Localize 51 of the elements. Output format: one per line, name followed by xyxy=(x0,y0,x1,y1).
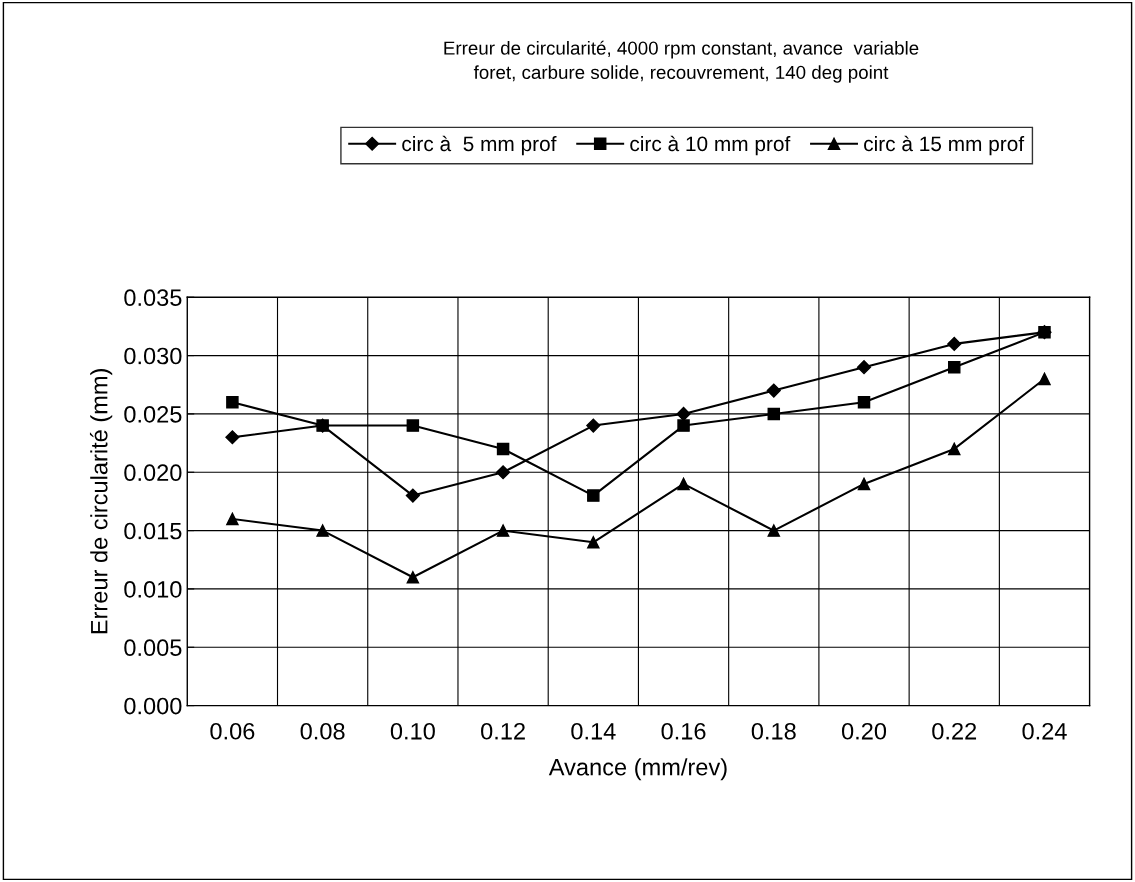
point xyxy=(856,360,872,375)
x-tick-label: 0.10 xyxy=(390,722,435,740)
point xyxy=(948,442,961,456)
y-tick-label: 0.000 xyxy=(124,697,182,715)
legend-label: circ à 5 mm prof xyxy=(402,135,557,156)
point xyxy=(226,512,239,526)
y-axis-title: Erreur de circularité (mm) xyxy=(89,369,113,634)
point xyxy=(225,430,240,445)
x-tick-label: 0.12 xyxy=(481,722,525,740)
point xyxy=(316,419,329,432)
point xyxy=(226,395,239,409)
point xyxy=(586,418,601,433)
y-tick-label: 0.015 xyxy=(124,522,182,540)
x-tick-label: 0.18 xyxy=(751,722,796,740)
point xyxy=(677,419,690,432)
point xyxy=(316,524,329,537)
point xyxy=(587,536,600,549)
y-tick-label: 0.010 xyxy=(124,580,182,598)
point xyxy=(677,477,690,491)
point xyxy=(587,489,600,502)
point xyxy=(405,488,420,503)
chart-title: Erreur de circularité, 4000 rpm constant, avance variable foret, carbure solide, recouvrement, 140 deg point xyxy=(444,40,919,83)
point xyxy=(857,477,871,491)
point xyxy=(406,419,420,432)
x-axis-title: Avance (mm/rev) xyxy=(548,758,727,781)
x-tick-label: 0.14 xyxy=(571,722,616,740)
y-tick-label: 0.030 xyxy=(124,347,182,365)
point xyxy=(767,524,781,537)
x-tick-label: 0.06 xyxy=(210,722,255,740)
point xyxy=(948,360,961,374)
point xyxy=(766,383,781,398)
point xyxy=(496,465,511,480)
point xyxy=(496,524,510,537)
point xyxy=(1038,372,1051,386)
point xyxy=(767,407,781,421)
y-tick-label: 0.020 xyxy=(124,464,182,482)
point xyxy=(406,571,420,584)
point xyxy=(1038,325,1051,339)
legend-label: circ à 10 mm prof xyxy=(630,135,791,156)
x-tick-label: 0.08 xyxy=(300,722,345,740)
x-tick-label: 0.16 xyxy=(661,722,706,740)
point xyxy=(857,395,871,409)
x-tick-label: 0.24 xyxy=(1022,722,1067,740)
y-tick-label: 0.005 xyxy=(124,639,182,657)
y-tick-label: 0.035 xyxy=(124,289,182,307)
point xyxy=(496,442,510,456)
x-tick-label: 0.20 xyxy=(841,722,887,740)
point xyxy=(947,336,962,351)
legend-label: circ à 15 mm prof xyxy=(864,135,1025,156)
x-tick-label: 0.22 xyxy=(932,722,977,740)
y-tick-label: 0.025 xyxy=(124,405,182,423)
